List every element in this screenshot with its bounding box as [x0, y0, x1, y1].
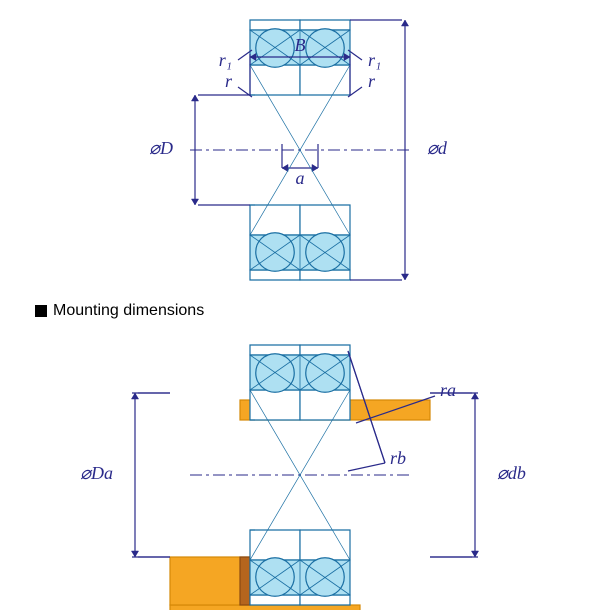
- svg-text:rb: rb: [390, 448, 406, 468]
- svg-text:r₁: r₁: [368, 50, 381, 70]
- svg-text:⌀D: ⌀D: [149, 138, 173, 158]
- svg-text:a: a: [296, 168, 305, 188]
- svg-text:⌀d: ⌀d: [427, 138, 448, 158]
- section-title-text: Mounting dimensions: [53, 302, 204, 319]
- bullet-square: [35, 305, 47, 317]
- svg-text:⌀Da: ⌀Da: [80, 463, 113, 483]
- svg-text:B: B: [295, 35, 306, 55]
- figure-bottom: ra rb ⌀Da ⌀db: [0, 330, 600, 610]
- svg-text:r₁: r₁: [219, 50, 232, 70]
- section-heading: Mounting dimensions: [35, 302, 204, 320]
- figure-top: Brrr₁r₁⌀D⌀da: [0, 0, 600, 300]
- svg-text:r: r: [368, 71, 376, 91]
- svg-text:⌀db: ⌀db: [497, 463, 526, 483]
- svg-text:r: r: [225, 71, 233, 91]
- svg-text:ra: ra: [440, 380, 456, 400]
